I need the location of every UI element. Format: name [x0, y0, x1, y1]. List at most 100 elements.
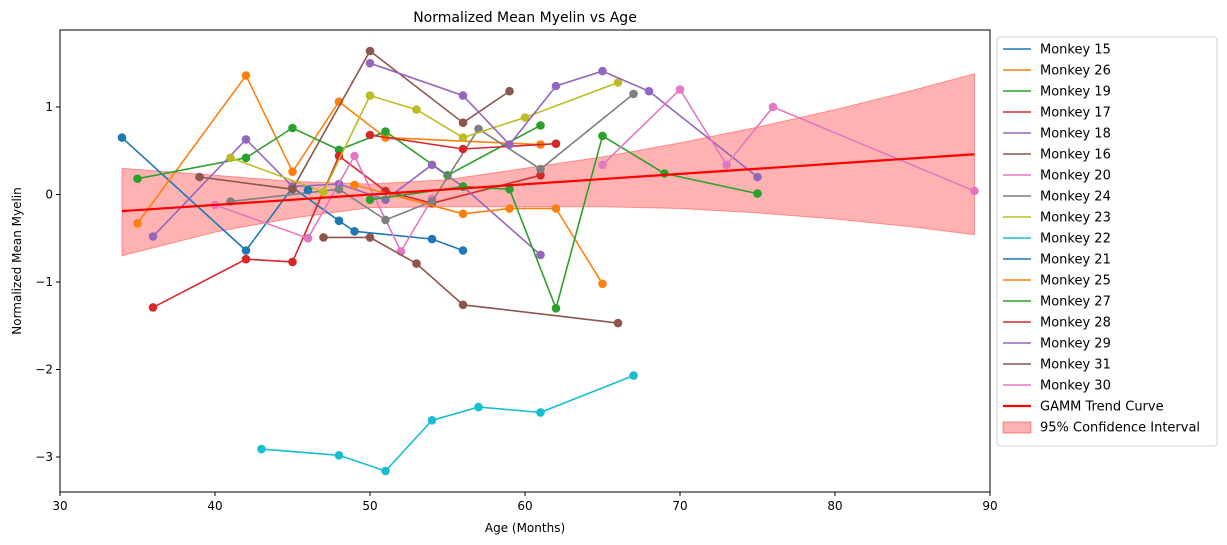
- legend-item: Monkey 27: [1003, 295, 1111, 310]
- legend-item: Monkey 30: [1003, 379, 1111, 394]
- series-monkey-30: [598, 85, 979, 196]
- data-point: [334, 451, 344, 460]
- legend-item: Monkey 29: [1003, 337, 1111, 352]
- data-point: [241, 153, 251, 163]
- data-point: [536, 121, 545, 130]
- data-point: [675, 85, 685, 94]
- legend-label: Monkey 26: [1040, 64, 1111, 79]
- data-point: [412, 105, 421, 114]
- series-monkey-31: [319, 233, 623, 328]
- legend-swatch: [1002, 421, 1032, 434]
- series-line: [261, 374, 634, 472]
- data-point: [458, 118, 468, 127]
- data-point: [753, 172, 762, 182]
- data-point: [350, 180, 359, 190]
- confidence-band: [121, 73, 975, 257]
- legend-box: [996, 36, 1218, 447]
- legend-label: Monkey 28: [1040, 316, 1111, 331]
- data-point: [133, 219, 142, 228]
- series-monkey-28: [365, 130, 561, 154]
- data-point: [241, 254, 251, 264]
- data-point: [753, 189, 762, 198]
- plot-area: [117, 46, 979, 476]
- legend-label: Monkey 30: [1040, 379, 1111, 394]
- chart-title: Normalized Mean Myelin vs Age: [413, 10, 637, 26]
- data-point: [629, 371, 638, 380]
- y-tick-label: 1: [45, 100, 53, 114]
- legend-item: Monkey 17: [1003, 106, 1111, 121]
- data-point: [303, 233, 313, 243]
- data-point: [334, 184, 344, 194]
- data-point: [319, 187, 328, 197]
- legend-label: GAMM Trend Curve: [1040, 400, 1164, 415]
- x-axis: 30 40 50 60 70 80 90: [52, 492, 998, 513]
- data-point: [257, 444, 266, 454]
- legend-label: Monkey 15: [1040, 43, 1111, 58]
- legend-item: Monkey 23: [1003, 211, 1111, 226]
- data-point: [365, 58, 375, 68]
- series-monkey-21: [303, 185, 313, 195]
- data-point: [722, 160, 731, 170]
- series-monkey-25: [350, 180, 607, 289]
- series-line: [152, 138, 542, 256]
- legend-item: Monkey 28: [1003, 316, 1111, 331]
- plot-frame: [59, 29, 991, 493]
- data-point: [551, 204, 561, 213]
- legend-label: Monkey 25: [1040, 274, 1111, 289]
- y-tick-label: −1: [35, 275, 53, 289]
- data-point: [505, 184, 514, 194]
- data-point: [195, 172, 204, 182]
- legend-item: GAMM Trend Curve: [1003, 400, 1164, 415]
- data-point: [365, 195, 375, 204]
- data-point: [334, 145, 344, 155]
- data-point: [505, 86, 514, 96]
- y-tick-label: −2: [35, 363, 53, 377]
- legend-item: Monkey 20: [1003, 169, 1111, 184]
- legend-item: Monkey 24: [1003, 190, 1111, 205]
- data-point: [288, 184, 297, 194]
- data-point: [381, 215, 390, 225]
- legend-label: Monkey 24: [1040, 190, 1111, 205]
- data-point: [458, 300, 468, 310]
- legend-label: Monkey 29: [1040, 337, 1111, 352]
- data-point: [148, 303, 158, 312]
- series-line: [323, 236, 619, 324]
- data-point: [381, 127, 390, 136]
- legend-item: Monkey 16: [1003, 148, 1111, 163]
- data-point: [660, 169, 669, 178]
- legend-label: Monkey 21: [1040, 253, 1111, 268]
- legend-label: Monkey 20: [1040, 169, 1111, 184]
- y-axis: −3 −2 −1 0 1: [35, 100, 60, 464]
- data-point: [520, 113, 530, 122]
- data-point: [598, 279, 607, 289]
- data-point: [350, 227, 359, 236]
- data-point: [768, 102, 778, 112]
- x-tick-label: 40: [207, 499, 222, 513]
- y-tick-label: −3: [35, 450, 53, 464]
- data-point: [598, 66, 607, 76]
- legend-item: Monkey 15: [1003, 43, 1111, 58]
- y-axis-label: Normalized Mean Myelin: [10, 187, 24, 335]
- x-tick-label: 90: [982, 499, 997, 513]
- data-point: [365, 130, 375, 140]
- data-point: [381, 466, 390, 476]
- x-tick-label: 30: [52, 499, 67, 513]
- legend-label: Monkey 19: [1040, 85, 1111, 100]
- x-tick-label: 50: [362, 499, 377, 513]
- data-point: [505, 140, 514, 149]
- data-point: [536, 171, 545, 180]
- legend-label: Monkey 17: [1040, 106, 1111, 121]
- legend-item: Monkey 26: [1003, 64, 1111, 79]
- data-point: [551, 139, 561, 148]
- data-point: [427, 160, 437, 170]
- x-tick-label: 80: [827, 499, 842, 513]
- legend-label: Monkey 27: [1040, 295, 1111, 310]
- series-monkey-27: [365, 131, 762, 313]
- data-point: [319, 233, 328, 242]
- data-point: [427, 416, 437, 425]
- y-tick-label: 0: [45, 188, 53, 202]
- data-point: [412, 259, 421, 268]
- legend-label: Monkey 18: [1040, 127, 1111, 142]
- legend-label: Monkey 16: [1040, 148, 1111, 163]
- data-point: [644, 86, 654, 96]
